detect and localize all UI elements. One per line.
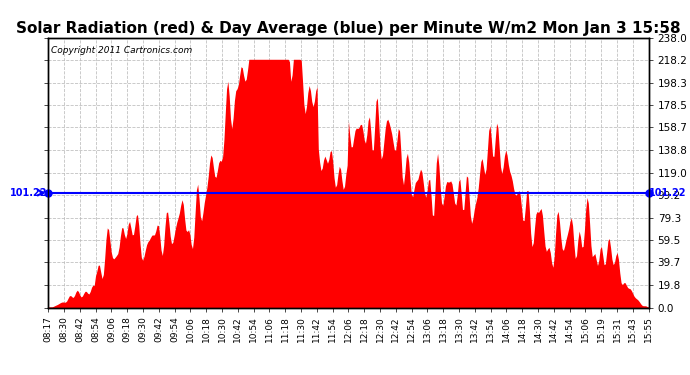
Text: Copyright 2011 Cartronics.com: Copyright 2011 Cartronics.com	[51, 46, 193, 55]
Text: 101.22: 101.22	[649, 188, 687, 198]
Text: 101.22: 101.22	[10, 188, 47, 198]
Title: Solar Radiation (red) & Day Average (blue) per Minute W/m2 Mon Jan 3 15:58: Solar Radiation (red) & Day Average (blu…	[16, 21, 681, 36]
